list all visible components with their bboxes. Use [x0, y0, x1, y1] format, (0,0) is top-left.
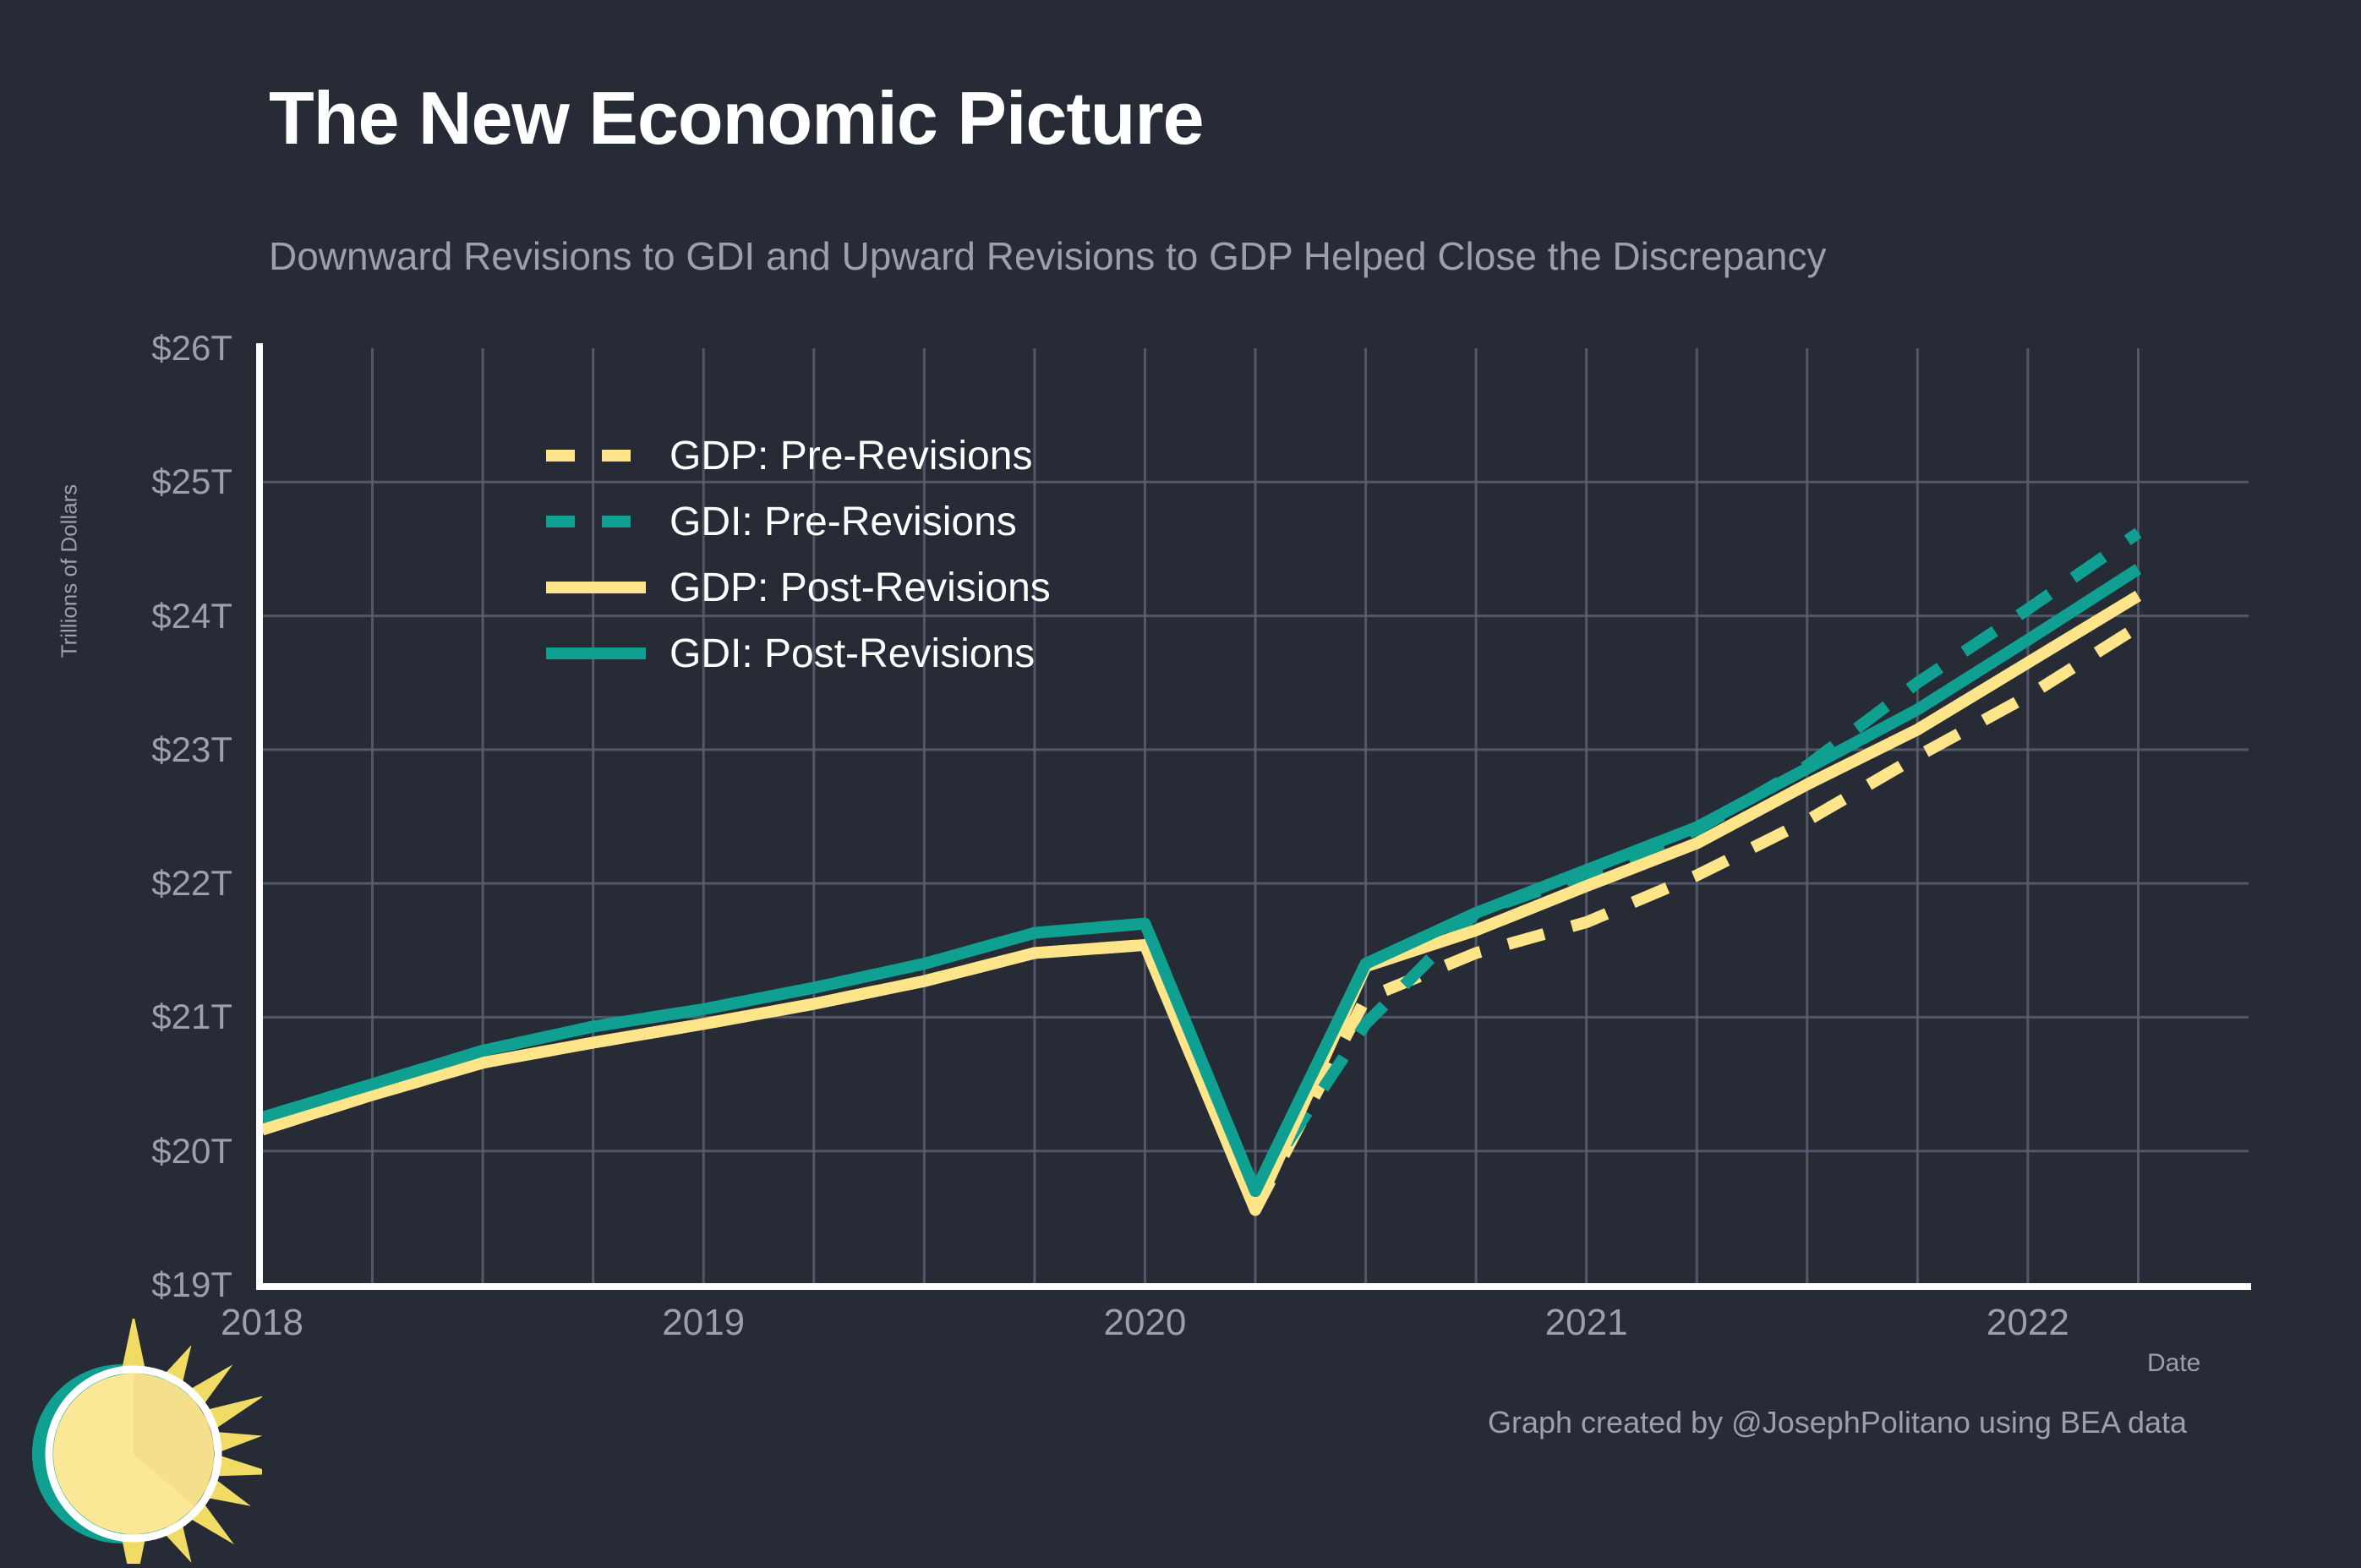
y-axis-tick-label: $22T	[151, 863, 232, 904]
legend-item-gdp_post[interactable]: GDP: Post-Revisions	[541, 555, 1051, 620]
x-axis-tick-label: 2018	[221, 1302, 303, 1343]
plot-svg	[262, 348, 2249, 1285]
y-axis-tick-label: $23T	[151, 729, 232, 769]
y-axis-line	[256, 343, 263, 1290]
chart-subtitle: Downward Revisions to GDI and Upward Rev…	[269, 234, 1827, 278]
legend-label-gdp_post: GDP: Post-Revisions	[669, 565, 1051, 610]
legend-label-gdi_post: GDI: Post-Revisions	[669, 631, 1036, 676]
y-axis-tick-label: $20T	[151, 1130, 232, 1171]
legend-item-gdi_post[interactable]: GDI: Post-Revisions	[541, 620, 1051, 686]
series-line-gdp_pre	[262, 621, 2142, 1216]
x-axis-tick-label: 2022	[1986, 1302, 2069, 1343]
sun-ray	[211, 1431, 263, 1454]
credit-text: Graph created by @JosephPolitano using B…	[1488, 1405, 2188, 1440]
x-axis-tick-label: 2019	[662, 1302, 746, 1343]
legend-swatch-gdp_pre	[541, 423, 651, 489]
series-line-gdi_post	[262, 564, 2142, 1198]
y-axis-title: Trillions of Dollars	[56, 484, 82, 658]
y-axis-tick-label: $26T	[151, 328, 232, 368]
y-axis-tick-label: $21T	[151, 997, 232, 1037]
legend-label-gdp_pre: GDP: Pre-Revisions	[669, 433, 1033, 478]
legend-item-gdp_pre[interactable]: GDP: Pre-Revisions	[541, 423, 1051, 489]
x-axis-tick-label: 2020	[1103, 1302, 1187, 1343]
y-axis-tick-labels: $19T $20T $21T $22T $23T $24T $25T $26T	[89, 0, 232, 1558]
y-axis-tick-label: $25T	[151, 462, 232, 502]
legend-swatch-gdp_post	[541, 555, 651, 620]
sun-ray	[121, 1314, 146, 1374]
sun-logo-svg	[32, 1314, 278, 1568]
x-axis-title: Date	[2147, 1349, 2201, 1377]
y-axis-tick-label: $19T	[151, 1265, 232, 1304]
chart-legend: GDP: Pre-Revisions GDI: Pre-Revisions GDP:…	[541, 423, 1051, 686]
legend-swatch-gdi_pre	[541, 489, 651, 555]
sun-logo	[8, 1314, 278, 1568]
x-axis-line	[256, 1283, 2251, 1290]
x-axis-tick-label: 2021	[1544, 1302, 1628, 1343]
series-line-gdp_post	[262, 590, 2142, 1216]
chart-title: The New Economic Picture	[269, 76, 1205, 160]
sun-ray	[202, 1395, 265, 1432]
plot-area	[262, 348, 2249, 1285]
legend-label-gdi_pre: GDI: Pre-Revisions	[669, 499, 1017, 544]
legend-swatch-gdi_post	[541, 620, 651, 686]
y-axis-tick-label: $24T	[151, 595, 232, 636]
legend-item-gdi_pre[interactable]: GDI: Pre-Revisions	[541, 489, 1051, 555]
sun-ray	[211, 1454, 278, 1477]
